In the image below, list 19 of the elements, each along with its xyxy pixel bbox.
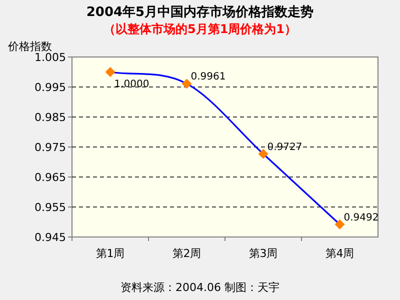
data-label: 0.9492 [344,212,379,224]
chart-subtitle: （以整体市场的5月第1周价格为1） [103,22,297,36]
y-tick-label: 1.005 [34,51,66,64]
x-tick-label: 第3周 [248,247,278,260]
y-tick-label: 0.955 [34,201,66,214]
data-label: 0.9961 [190,72,226,83]
x-tick-label: 第2周 [172,247,202,260]
y-tick-label: 0.945 [34,231,66,244]
x-tick-label: 第1周 [96,247,125,260]
y-tick-label: 0.985 [34,111,66,124]
y-tick-label: 0.975 [34,141,66,154]
data-label: 1.0000 [114,79,150,90]
chart-title: 2004年5月中国内存市场价格指数走势 [86,4,314,20]
y-tick-label: 0.995 [34,81,66,94]
x-tick-label: 第4周 [325,247,354,260]
y-tick-label: 0.965 [34,171,66,184]
data-label: 0.9727 [267,142,302,153]
y-axis-title: 价格指数 [7,40,52,53]
text: 资料来源：2004.06 制图：天宇 [120,281,280,294]
